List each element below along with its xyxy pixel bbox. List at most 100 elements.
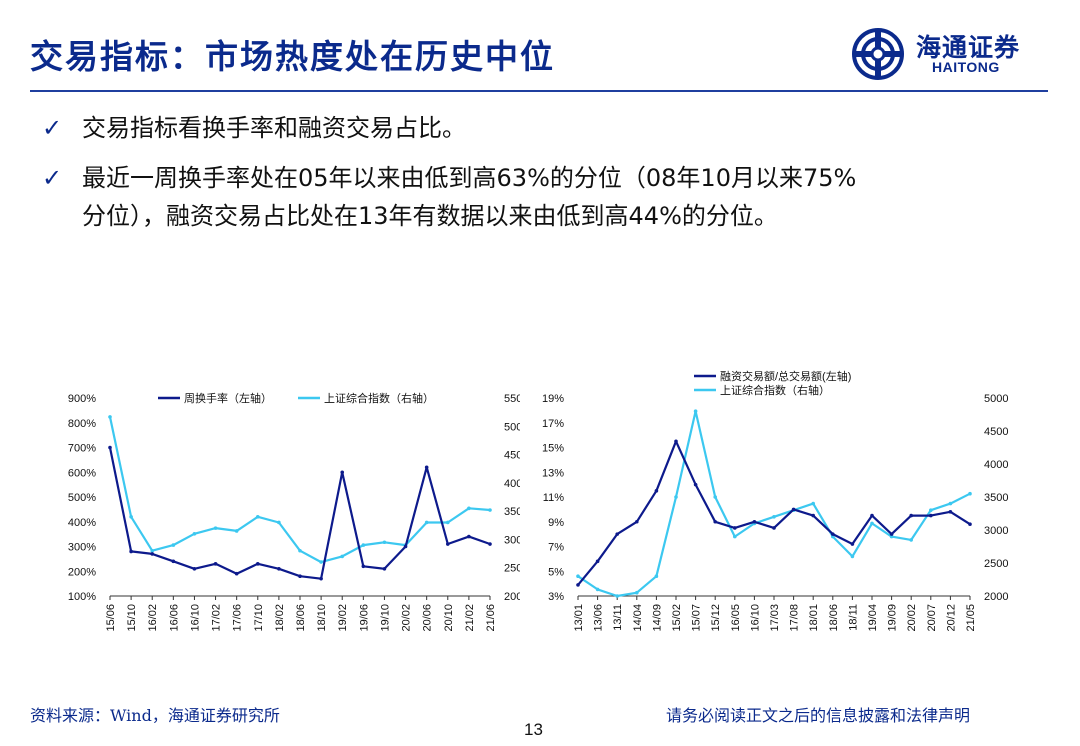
series-point [129,515,133,519]
right-axis-tick-label: 4000 [504,478,520,490]
series-point [635,590,639,595]
series-point [298,574,302,578]
series-point [340,470,345,475]
left-axis-tick-label: 300% [68,542,96,554]
series-point [654,489,659,493]
series-point [488,508,492,512]
series-point [150,548,155,553]
series-point [488,542,492,546]
series-point [319,560,323,564]
series-point [576,583,580,587]
series-line [577,410,971,598]
right-axis-tick-label: 3000 [504,534,520,546]
x-tick-label: 19/06 [358,604,370,632]
series-point [791,507,796,512]
legend-label: 上证综合指数（右轴） [720,383,830,397]
x-tick-label: 15/06 [105,604,117,632]
series-point [870,513,874,518]
left-axis-tick-label: 100% [68,591,96,603]
series-point [424,465,429,470]
series-point [171,543,176,547]
series-point [693,409,698,413]
checkmark-icon: ✓ [42,164,63,192]
series-point [654,574,659,578]
disclaimer-note: 请务必阅读正文之后的信息披露和法律声明 [666,706,971,725]
page-title: 交易指标：市场热度处在历史中位 [30,37,555,76]
series-point [831,532,835,536]
left-axis-tick-label: 3% [548,591,564,603]
x-tick-label: 18/06 [295,604,307,632]
left-axis-tick-label: 200% [68,566,96,578]
legend-label: 融资交易额/总交易额(左轴) [720,369,851,383]
series-point [889,534,894,539]
margin-ratio-chart: 19% 17% 15% 13% 11% 9% 7% 5% 3% 5000 4500 4000 3500 3… [530,362,1030,666]
left-axis-tick-label: 5% [548,566,564,578]
left-axis-tick-label: 400% [68,517,96,529]
series-point [948,501,953,506]
series-point [850,554,855,559]
series-point [255,515,260,519]
x-tick-label: 19/02 [337,604,349,632]
x-tick-label: 20/02 [401,604,413,632]
series-point [277,566,281,571]
x-tick-label: 21/06 [485,604,497,632]
series-point [772,526,776,530]
x-tick-label: 15/02 [671,604,683,632]
x-tick-label: 15/07 [691,604,703,632]
x-tick-label: 13/11 [612,604,624,631]
x-tick-label: 15/10 [126,604,138,632]
x-tick-label: 18/10 [316,604,328,632]
x-tick-label: 20/12 [945,604,957,632]
x-tick-label: 17/06 [232,604,244,632]
left-axis-tick-label: 7% [548,542,564,554]
series-point [615,594,619,598]
title-divider [30,90,1048,92]
legend-label: 周换手率（左轴） [184,391,272,405]
series-point [467,534,471,539]
series-point [909,538,913,542]
series-point [445,542,450,546]
series-point [192,566,197,571]
right-axis-tick-label: 2000 [984,591,1008,603]
series-point [870,521,874,526]
right-axis-tick-label: 3000 [984,525,1008,537]
x-tick-label: 17/10 [253,604,265,632]
right-axis-tick-label: 4500 [504,450,520,462]
haitong-logo: 海通证券 HAITONG [848,26,1048,82]
series-point [889,532,894,536]
x-tick-label: 20/07 [926,604,938,632]
series-line [577,440,971,586]
right-axis-tick-label: 2500 [984,558,1008,570]
series-point [382,566,387,571]
series-point [171,559,176,564]
x-tick-label: 18/06 [828,604,840,632]
series-point [713,519,717,524]
series-point [213,562,218,566]
series-point [234,571,239,576]
x-tick-label: 18/11 [847,604,859,631]
series-point [850,542,855,546]
left-axis-tick-label: 11% [543,492,564,504]
margin-ratio-chart-svg: 19% 17% 15% 13% 11% 9% 7% 5% 3% 5000 4500 4000 3500 3… [542,369,1009,632]
bullet-text: 分位），融资交易占比处在13年有数据以来由低到高44%的分位。 [82,202,778,230]
series-point [811,513,815,518]
series-point [674,439,678,444]
x-tick-label: 16/10 [189,604,201,632]
series-point [382,540,387,545]
left-axis-tick-label: 900% [68,393,96,405]
left-axis-tick-label: 600% [68,467,96,479]
x-tick-label: 20/02 [906,604,918,632]
left-axis-tick-label: 800% [68,418,96,430]
turnover-chart: 900% 800% 700% 600% 500% 400% 300% 200% 100% 5500… [40,362,529,666]
series-point [693,482,698,487]
series-point [713,495,717,499]
series-point [213,526,218,530]
series-point [595,559,600,564]
x-tick-label: 14/04 [632,604,644,632]
series-point [968,491,972,496]
series-point [361,543,366,547]
turnover-chart-svg: 900% 800% 700% 600% 500% 400% 300% 200% 100% 5500… [68,391,529,632]
series-point [361,564,366,569]
series-point [192,531,197,536]
left-axis-tick-label: 19% [542,393,564,405]
